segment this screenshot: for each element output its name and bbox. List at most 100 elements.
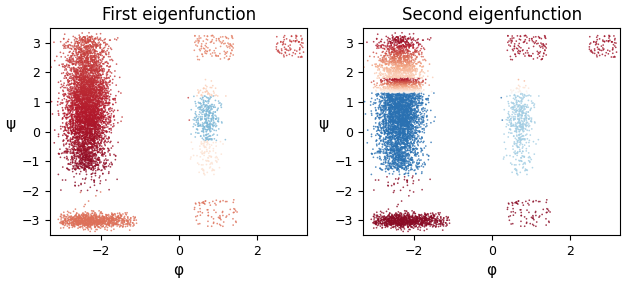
Point bbox=[190, 99, 200, 104]
Point bbox=[82, 223, 92, 227]
Point bbox=[386, 97, 396, 102]
Point bbox=[372, 112, 382, 116]
Point bbox=[72, 120, 82, 124]
Point bbox=[195, 105, 205, 110]
Point bbox=[396, 218, 406, 223]
Point bbox=[77, 105, 87, 109]
Point bbox=[396, 139, 406, 143]
Point bbox=[74, 122, 84, 127]
Point bbox=[511, 110, 521, 114]
Point bbox=[386, 135, 396, 140]
Point bbox=[406, 99, 416, 104]
Point bbox=[403, 86, 413, 91]
Title: Second eigenfunction: Second eigenfunction bbox=[401, 6, 582, 24]
Point bbox=[420, 221, 430, 225]
Point bbox=[99, 90, 109, 95]
Point bbox=[414, 52, 424, 57]
Point bbox=[401, 44, 411, 49]
Point bbox=[96, 151, 106, 155]
Point bbox=[401, 116, 411, 120]
Point bbox=[69, 47, 80, 52]
Point bbox=[82, 116, 92, 120]
Point bbox=[382, 62, 392, 66]
Point bbox=[396, 123, 406, 127]
Point bbox=[88, 138, 98, 143]
Point bbox=[91, 216, 101, 220]
Point bbox=[287, 53, 297, 58]
Point bbox=[394, 156, 404, 160]
Point bbox=[516, 98, 526, 103]
Point bbox=[59, 143, 69, 148]
Point bbox=[71, 89, 81, 94]
Point bbox=[513, 104, 523, 108]
Point bbox=[516, 134, 526, 139]
Point bbox=[90, 119, 100, 124]
Point bbox=[392, 54, 402, 59]
Point bbox=[406, 127, 416, 131]
Point bbox=[416, 69, 426, 74]
Point bbox=[88, 222, 98, 227]
Point bbox=[391, 49, 401, 54]
Point bbox=[378, 118, 388, 123]
Point bbox=[67, 116, 77, 120]
Point bbox=[393, 87, 403, 91]
Point bbox=[508, 106, 518, 110]
Point bbox=[81, 66, 91, 70]
Point bbox=[384, 103, 394, 107]
Point bbox=[425, 222, 435, 226]
Point bbox=[399, 216, 409, 221]
Point bbox=[593, 47, 603, 51]
Point bbox=[416, 216, 426, 221]
Point bbox=[198, 123, 208, 128]
Point bbox=[72, 88, 82, 93]
Point bbox=[382, 131, 393, 136]
Point bbox=[115, 217, 125, 221]
Point bbox=[521, 123, 531, 128]
Point bbox=[49, 40, 59, 45]
Point bbox=[79, 83, 89, 87]
Point bbox=[82, 126, 92, 130]
Point bbox=[98, 114, 108, 118]
Point bbox=[386, 143, 396, 147]
Point bbox=[66, 141, 76, 145]
Point bbox=[85, 92, 95, 96]
Point bbox=[76, 158, 86, 163]
Point bbox=[506, 210, 516, 214]
Point bbox=[80, 167, 90, 171]
Point bbox=[403, 178, 413, 183]
Point bbox=[381, 117, 391, 122]
Point bbox=[77, 73, 87, 78]
Point bbox=[76, 107, 86, 112]
Point bbox=[399, 218, 409, 222]
Point bbox=[81, 154, 91, 158]
Point bbox=[404, 105, 414, 109]
Point bbox=[414, 136, 424, 141]
Point bbox=[73, 109, 83, 114]
Point bbox=[76, 120, 86, 125]
Point bbox=[391, 221, 401, 225]
Point bbox=[86, 135, 96, 139]
Point bbox=[86, 87, 96, 91]
Point bbox=[409, 103, 419, 108]
Point bbox=[394, 109, 404, 114]
Point bbox=[414, 100, 424, 104]
Point bbox=[78, 129, 88, 133]
Point bbox=[70, 95, 80, 100]
Point bbox=[95, 138, 105, 143]
Point bbox=[515, 121, 525, 125]
Point bbox=[86, 70, 96, 74]
Point bbox=[396, 119, 406, 123]
Point bbox=[65, 110, 75, 115]
Point bbox=[86, 130, 96, 135]
Point bbox=[388, 76, 398, 81]
Point bbox=[516, 131, 526, 136]
Point bbox=[393, 218, 403, 222]
Point bbox=[95, 147, 105, 151]
Point bbox=[92, 49, 102, 54]
Point bbox=[90, 64, 100, 68]
Point bbox=[95, 50, 105, 55]
Point bbox=[83, 158, 93, 163]
Point bbox=[73, 109, 83, 114]
Point bbox=[392, 62, 402, 66]
Point bbox=[399, 127, 409, 131]
